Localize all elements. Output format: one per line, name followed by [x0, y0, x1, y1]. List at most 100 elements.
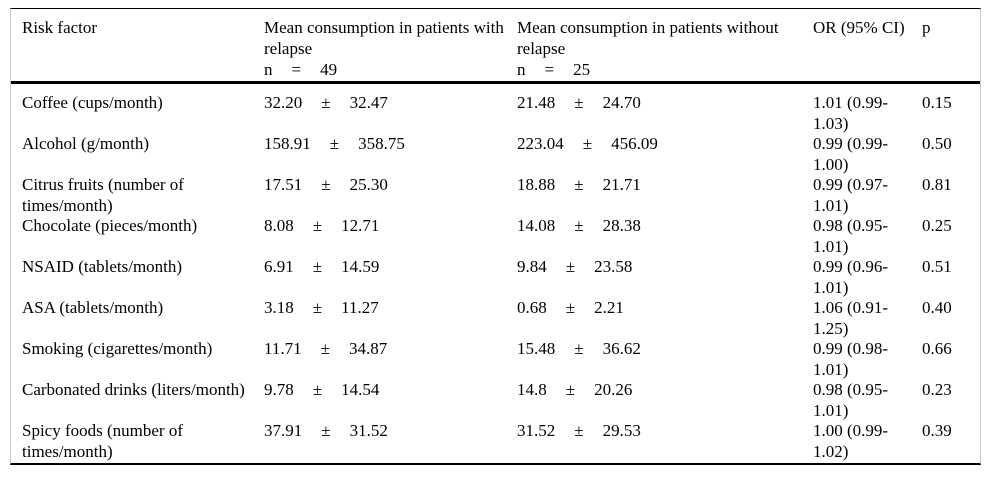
or-ci-cell: 0.98 (0.95-1.01): [813, 379, 922, 421]
col-header-with-relapse-title: Mean consumption in patients with relaps…: [264, 18, 504, 58]
table-row: Citrus fruits (number of times/month) 17…: [22, 174, 980, 215]
without-relapse-sd: 36.62: [602, 339, 641, 358]
with-relapse-cell: 11.71 ± 34.87: [264, 338, 517, 359]
n-value: 49: [320, 60, 338, 79]
plus-minus-sign: ±: [312, 216, 323, 235]
plus-minus-sign: ±: [565, 257, 576, 276]
with-relapse-mean: 8.08: [264, 216, 294, 235]
with-relapse-sd: 358.75: [358, 134, 405, 153]
p-value: 0.51: [922, 257, 952, 276]
table-row: Spicy foods (number of times/month) 37.9…: [22, 420, 980, 461]
with-relapse-cell: 17.51 ± 25.30: [264, 174, 517, 195]
or-ci-cell: 1.00 (0.99-1.02): [813, 420, 922, 462]
without-relapse-sd: 28.38: [602, 216, 641, 235]
p-value-cell: 0.39: [922, 420, 980, 441]
risk-factor-label: Alcohol (g/month): [22, 134, 150, 153]
p-value-cell: 0.40: [922, 297, 980, 318]
or-ci-cell: 0.99 (0.96-1.01): [813, 256, 922, 298]
with-relapse-mean: 11.71: [264, 339, 302, 358]
p-value-cell: 0.15: [922, 92, 980, 113]
or-ci-value: 1.00 (0.99-1.02): [813, 421, 889, 461]
with-relapse-cell: 3.18 ± 11.27: [264, 297, 517, 318]
risk-factor-label: Spicy foods (number of times/month): [22, 421, 184, 461]
risk-factor-cell: NSAID (tablets/month): [22, 256, 264, 277]
plus-minus-sign: ±: [565, 298, 576, 317]
plus-minus-sign: ±: [320, 339, 330, 358]
or-ci-value: 1.01 (0.99-1.03): [813, 93, 889, 133]
without-relapse-sd: 20.26: [594, 380, 633, 399]
with-relapse-sd: 32.47: [349, 93, 388, 112]
table-row: ASA (tablets/month) 3.18 ± 11.27 0.68 ± …: [22, 297, 980, 338]
with-relapse-mean: 9.78: [264, 380, 294, 399]
without-relapse-cell: 0.68 ± 2.21: [517, 297, 813, 318]
col-header-risk-factor: Risk factor: [22, 17, 264, 38]
with-relapse-mean: 158.91: [264, 134, 311, 153]
p-value: 0.15: [922, 93, 952, 112]
or-ci-value: 0.98 (0.95-1.01): [813, 216, 889, 256]
p-value-cell: 0.23: [922, 379, 980, 400]
risk-factor-label: Chocolate (pieces/month): [22, 216, 198, 235]
equals-sign: =: [544, 60, 555, 79]
or-ci-value: 0.99 (0.96-1.01): [813, 257, 889, 297]
col-header-p: p: [922, 17, 980, 38]
n-value: 25: [573, 60, 591, 79]
with-relapse-cell: 6.91 ± 14.59: [264, 256, 517, 277]
risk-factor-cell: Chocolate (pieces/month): [22, 215, 264, 236]
without-relapse-sd: 23.58: [594, 257, 633, 276]
or-ci-value: 0.99 (0.99-1.00): [813, 134, 889, 174]
table-row: Alcohol (g/month) 158.91 ± 358.75 223.04…: [22, 133, 980, 174]
with-relapse-sd: 12.71: [341, 216, 380, 235]
with-relapse-n-line: n = 49: [264, 59, 517, 80]
risk-factor-cell: Smoking (cigarettes/month): [22, 338, 264, 359]
table-row: Coffee (cups/month) 32.20 ± 32.47 21.48 …: [22, 92, 980, 133]
without-relapse-sd: 2.21: [594, 298, 624, 317]
with-relapse-mean: 37.91: [264, 421, 303, 440]
table-row: NSAID (tablets/month) 6.91 ± 14.59 9.84 …: [22, 256, 980, 297]
p-value: 0.25: [922, 216, 952, 235]
risk-factor-label: Smoking (cigarettes/month): [22, 339, 213, 358]
p-value-cell: 0.51: [922, 256, 980, 277]
table-row: Carbonated drinks (liters/month) 9.78 ± …: [22, 379, 980, 420]
plus-minus-sign: ±: [312, 257, 323, 276]
p-value: 0.23: [922, 380, 952, 399]
plus-minus-sign: ±: [574, 421, 584, 440]
without-relapse-mean: 21.48: [517, 93, 556, 112]
risk-factor-cell: Citrus fruits (number of times/month): [22, 174, 264, 216]
without-relapse-mean: 15.48: [517, 339, 556, 358]
table-body: Coffee (cups/month) 32.20 ± 32.47 21.48 …: [11, 84, 980, 463]
without-relapse-n-line: n = 25: [517, 59, 813, 80]
without-relapse-cell: 14.08 ± 28.38: [517, 215, 813, 236]
without-relapse-mean: 14.08: [517, 216, 556, 235]
or-ci-cell: 0.99 (0.98-1.01): [813, 338, 922, 380]
without-relapse-sd: 29.53: [602, 421, 641, 440]
p-value-cell: 0.66: [922, 338, 980, 359]
p-value: 0.81: [922, 175, 952, 194]
or-ci-cell: 1.01 (0.99-1.03): [813, 92, 922, 134]
or-ci-value: 0.98 (0.95-1.01): [813, 380, 889, 420]
with-relapse-sd: 31.52: [349, 421, 388, 440]
plus-minus-sign: ±: [321, 421, 331, 440]
col-header-without-relapse-title: Mean consumption in patients without rel…: [517, 18, 779, 58]
without-relapse-mean: 9.84: [517, 257, 547, 276]
or-ci-cell: 0.99 (0.97-1.01): [813, 174, 922, 216]
risk-factor-cell: Coffee (cups/month): [22, 92, 264, 113]
plus-minus-sign: ±: [574, 216, 584, 235]
with-relapse-mean: 17.51: [264, 175, 303, 194]
plus-minus-sign: ±: [321, 93, 331, 112]
col-header-or-ci-label: OR (95% CI): [813, 18, 905, 37]
col-header-with-relapse: Mean consumption in patients with relaps…: [264, 17, 517, 80]
with-relapse-mean: 3.18: [264, 298, 294, 317]
table-header: Risk factor Mean consumption in patients…: [11, 9, 980, 84]
without-relapse-cell: 223.04 ± 456.09: [517, 133, 813, 154]
plus-minus-sign: ±: [321, 175, 331, 194]
plus-minus-sign: ±: [574, 175, 584, 194]
risk-factor-cell: ASA (tablets/month): [22, 297, 264, 318]
plus-minus-sign: ±: [582, 134, 593, 153]
p-value-cell: 0.81: [922, 174, 980, 195]
p-value: 0.50: [922, 134, 952, 153]
or-ci-value: 0.99 (0.98-1.01): [813, 339, 889, 379]
without-relapse-sd: 456.09: [611, 134, 658, 153]
risk-factor-label: Carbonated drinks (liters/month): [22, 380, 245, 399]
risk-factor-cell: Spicy foods (number of times/month): [22, 420, 264, 462]
n-label: n: [517, 60, 526, 79]
